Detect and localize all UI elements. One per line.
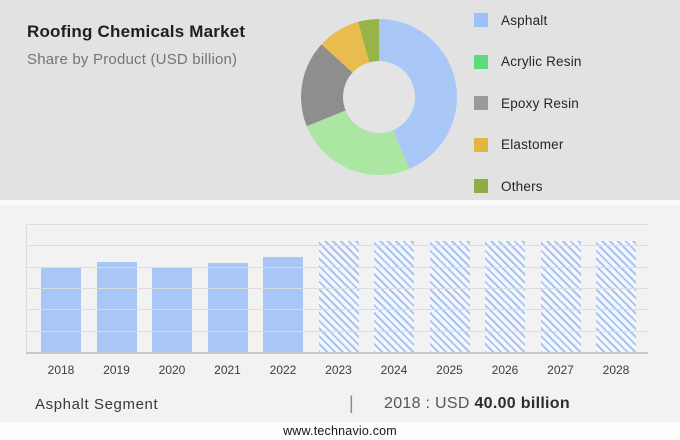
x-tick-label-2022: 2022 — [269, 363, 297, 377]
legend-swatch — [474, 179, 488, 193]
forecast-bar-2023 — [318, 241, 359, 353]
footnote-separator: | — [349, 393, 354, 413]
donut-chart — [301, 19, 457, 175]
bar-2021 — [207, 262, 248, 353]
x-tick-label-2027: 2027 — [547, 363, 574, 377]
segment-label: Asphalt Segment — [35, 396, 159, 413]
legend-item-asphalt: Asphalt — [474, 12, 582, 28]
legend-label: Elastomer — [501, 137, 564, 152]
forecast-bar-2028 — [596, 241, 636, 353]
bar-chart: 2018 2019 2020 2021 2022 2023 2024 2025 2026 2027… — [26, 224, 648, 377]
page-subtitle: Share by Product (USD billion) — [27, 51, 238, 68]
gridline-10 — [26, 330, 648, 332]
donut-hole — [343, 61, 415, 133]
legend-item-acrylic-resin: Acrylic Resin — [474, 54, 582, 70]
gridline-30 — [26, 288, 648, 289]
value-amount: 40.00 billion — [474, 395, 570, 412]
legend-swatch — [474, 54, 488, 69]
legend: Asphalt Acrylic Resin Epoxy Resin Elastomer… — [474, 12, 582, 220]
x-tick-label-2026: 2026 — [491, 363, 519, 377]
x-tick-label-2028: 2028 — [602, 363, 630, 377]
panel-divider — [0, 200, 680, 206]
y-axis-line — [26, 225, 27, 353]
forecast-bar-2024 — [374, 241, 414, 353]
share-panel: Roofing Chemicals Market Share by Produc… — [0, 0, 680, 200]
gridline-60 — [26, 224, 648, 225]
x-tick-label-2025: 2025 — [436, 363, 463, 377]
legend-item-epoxy-resin: Epoxy Resin — [474, 95, 582, 111]
website-link[interactable]: www.technavio.com — [283, 424, 397, 438]
forecast-bar-2027 — [540, 241, 581, 353]
segment-value: 2018 : USD 40.00 billion — [384, 395, 570, 413]
gridline-40 — [26, 266, 648, 268]
legend-label: Acrylic Resin — [501, 54, 582, 69]
legend-swatch — [474, 13, 488, 27]
legend-swatch — [474, 96, 488, 110]
x-tick-label-2019: 2019 — [103, 363, 130, 377]
legend-swatch — [474, 137, 488, 152]
page-title: Roofing Chemicals Market — [27, 22, 246, 41]
gridline-50 — [26, 245, 648, 247]
legend-label: Others — [501, 178, 543, 194]
legend-label: Asphalt — [501, 12, 548, 28]
legend-item-elastomer: Elastomer — [474, 137, 582, 153]
x-tick-label-2018: 2018 — [47, 363, 75, 377]
x-tick-label-2024: 2024 — [380, 363, 408, 377]
x-tick-label-2023: 2023 — [325, 363, 352, 377]
forecast-bar-2026 — [485, 241, 525, 353]
x-tick-label-2021: 2021 — [214, 363, 241, 377]
legend-item-others: Others — [474, 178, 582, 194]
x-axis-line — [26, 352, 648, 354]
gridline-20 — [26, 309, 648, 311]
forecast-bar-2025 — [429, 241, 470, 353]
x-tick-label-2020: 2020 — [158, 363, 186, 377]
bar-2019 — [96, 261, 137, 353]
footer: www.technavio.com — [0, 422, 680, 440]
legend-label: Epoxy Resin — [501, 95, 579, 111]
chart-footnote: Asphalt Segment | 2018 : USD 40.00 billi… — [0, 390, 680, 422]
bar-2022 — [263, 257, 303, 353]
trend-panel: 2018 2019 2020 2021 2022 2023 2024 2025 2026 2027… — [0, 206, 680, 422]
value-prefix: 2018 : USD — [384, 395, 470, 412]
